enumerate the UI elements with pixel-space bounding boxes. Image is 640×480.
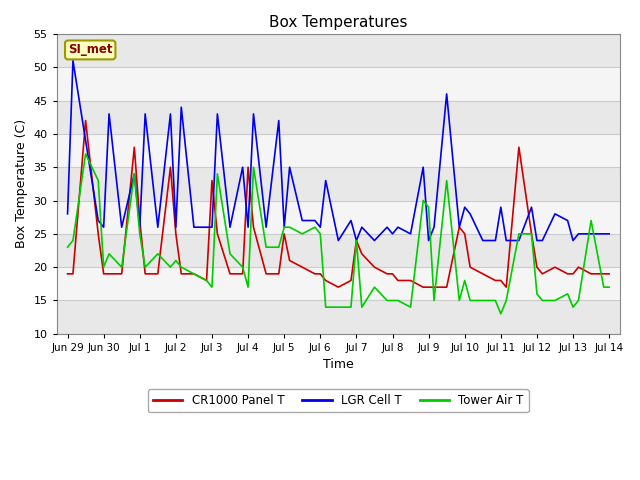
LGR Cell T — [262, 224, 270, 230]
Title: Box Temperatures: Box Temperatures — [269, 15, 408, 30]
Tower Air T — [64, 244, 72, 250]
Y-axis label: Box Temperature (C): Box Temperature (C) — [15, 120, 28, 249]
CR1000 Panel T — [203, 277, 211, 283]
CR1000 Panel T — [551, 264, 559, 270]
CR1000 Panel T — [371, 264, 378, 270]
Line: CR1000 Panel T: CR1000 Panel T — [68, 120, 609, 287]
LGR Cell T — [64, 211, 72, 217]
Bar — [57, 167, 620, 201]
CR1000 Panel T — [262, 271, 270, 277]
LGR Cell T — [551, 211, 559, 217]
Line: LGR Cell T: LGR Cell T — [68, 60, 609, 240]
Tower Air T — [551, 298, 559, 303]
LGR Cell T — [605, 231, 613, 237]
CR1000 Panel T — [82, 118, 90, 123]
CR1000 Panel T — [605, 271, 613, 277]
LGR Cell T — [69, 58, 77, 63]
Tower Air T — [262, 244, 270, 250]
Bar — [57, 101, 620, 134]
Bar — [57, 300, 620, 334]
X-axis label: Time: Time — [323, 359, 354, 372]
Bar — [57, 134, 620, 167]
CR1000 Panel T — [406, 277, 414, 283]
Bar — [57, 267, 620, 300]
Tower Air T — [82, 151, 90, 157]
CR1000 Panel T — [177, 271, 185, 277]
Bar — [57, 67, 620, 101]
Tower Air T — [203, 277, 211, 283]
Tower Air T — [177, 264, 185, 270]
Tower Air T — [497, 311, 505, 317]
Tower Air T — [358, 304, 365, 310]
Bar — [57, 234, 620, 267]
Legend: CR1000 Panel T, LGR Cell T, Tower Air T: CR1000 Panel T, LGR Cell T, Tower Air T — [148, 389, 529, 412]
Bar — [57, 34, 620, 67]
Tower Air T — [394, 298, 402, 303]
Tower Air T — [605, 284, 613, 290]
CR1000 Panel T — [335, 284, 342, 290]
LGR Cell T — [406, 231, 414, 237]
Bar — [57, 201, 620, 234]
LGR Cell T — [203, 224, 211, 230]
LGR Cell T — [335, 238, 342, 243]
LGR Cell T — [177, 104, 185, 110]
Line: Tower Air T: Tower Air T — [68, 154, 609, 314]
LGR Cell T — [371, 238, 378, 243]
CR1000 Panel T — [64, 271, 72, 277]
Text: SI_met: SI_met — [68, 43, 113, 57]
